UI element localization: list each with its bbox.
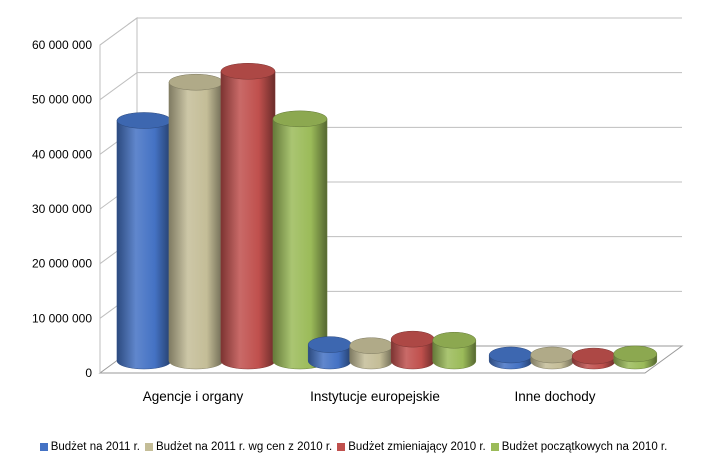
x-category-label: Agencje i organy bbox=[143, 389, 244, 404]
bar bbox=[613, 345, 658, 370]
bar bbox=[488, 346, 533, 370]
bar-top bbox=[390, 330, 435, 348]
legend: Budżet na 2011 r. Budżet na 2011 r. wg ce… bbox=[0, 440, 707, 454]
bar-top bbox=[220, 63, 276, 80]
x-category-label: Instytucje europejskie bbox=[310, 389, 440, 404]
bar-top bbox=[613, 345, 658, 363]
bar-top bbox=[571, 347, 616, 365]
y-tick-label: 30 000 000 bbox=[32, 202, 92, 216]
bar bbox=[432, 331, 477, 370]
bar bbox=[530, 346, 575, 370]
y-tick-label: 50 000 000 bbox=[32, 93, 92, 107]
legend-item: Budżet na 2011 r. wg cen z 2010 r. bbox=[145, 441, 332, 453]
legend-item: Budżet początkowych na 2010 r. bbox=[490, 441, 668, 453]
bar bbox=[390, 330, 435, 370]
bar-top bbox=[488, 346, 533, 364]
y-tick-label: 40 000 000 bbox=[32, 147, 92, 161]
bar-top bbox=[307, 336, 352, 353]
y-tick-label: 60 000 000 bbox=[32, 38, 92, 52]
legend-label: Budżet na 2011 r. bbox=[50, 441, 141, 453]
legend-swatch bbox=[337, 443, 346, 451]
bar-top bbox=[432, 331, 477, 349]
bar bbox=[168, 73, 224, 370]
x-category-label: Inne dochody bbox=[514, 389, 595, 404]
bar bbox=[571, 347, 616, 370]
bar bbox=[349, 337, 394, 370]
bar-top bbox=[168, 73, 224, 91]
y-tick-label: 0 bbox=[85, 366, 92, 380]
y-axis: 0 10 000 000 20 000 000 30 000 000 40 000 00… bbox=[32, 38, 92, 380]
bar bbox=[307, 336, 352, 370]
legend-item: Budżet zmieniający 2010 r. bbox=[337, 441, 486, 453]
gridline bbox=[99, 72, 682, 101]
bar-body bbox=[220, 71, 276, 370]
legend-swatch bbox=[490, 443, 499, 451]
legend-label: Budżet początkowych na 2010 r. bbox=[501, 441, 668, 453]
legend-item: Budżet na 2011 r. bbox=[39, 441, 141, 453]
bar-body bbox=[116, 120, 172, 370]
legend-label: Budżet zmieniający 2010 r. bbox=[348, 441, 486, 453]
bar-top bbox=[530, 346, 575, 364]
x-axis: Agencje i organy Instytucje europejskie In… bbox=[143, 389, 596, 404]
bar-top bbox=[116, 112, 172, 129]
bar bbox=[220, 63, 276, 370]
bar bbox=[116, 112, 172, 370]
bar bbox=[272, 110, 328, 370]
legend-swatch bbox=[145, 443, 154, 451]
legend-swatch bbox=[39, 443, 48, 451]
bar-top bbox=[272, 110, 328, 128]
legend-label: Budżet na 2011 r. wg cen z 2010 r. bbox=[156, 441, 333, 453]
gridline bbox=[99, 17, 682, 46]
bar-top bbox=[349, 337, 394, 354]
bar-body bbox=[272, 118, 328, 370]
bar-body bbox=[168, 81, 224, 370]
y-tick-label: 10 000 000 bbox=[32, 311, 92, 325]
y-tick-label: 20 000 000 bbox=[32, 257, 92, 271]
bars bbox=[116, 63, 658, 370]
